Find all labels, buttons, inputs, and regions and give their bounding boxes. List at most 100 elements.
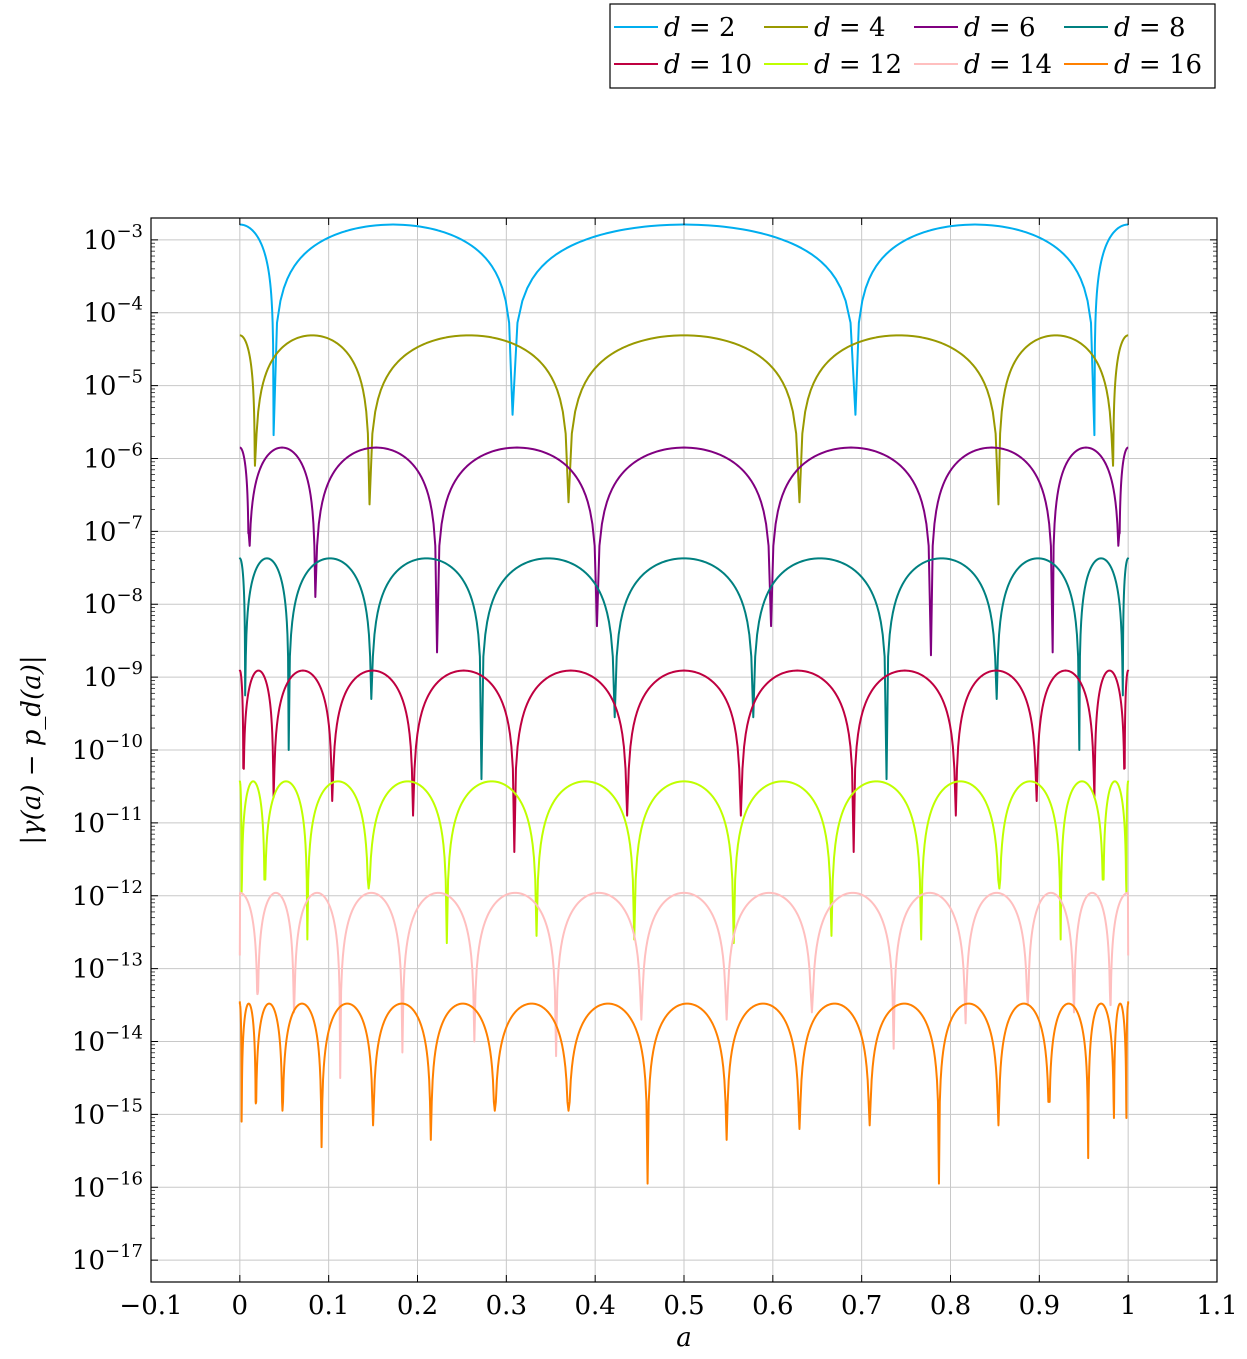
y-tick-label: 10−5 [83, 367, 143, 402]
y-axis-ticks: 10−310−410−510−610−710−810−910−1010−1110… [72, 221, 1217, 1276]
y-tick-exponent: −4 [116, 294, 143, 315]
y-tick-label: 10−16 [72, 1168, 143, 1203]
y-tick-base: 10 [83, 226, 116, 256]
legend-equals: = [681, 13, 719, 43]
y-tick-base: 10 [83, 444, 116, 474]
y-tick-exponent: −5 [116, 367, 143, 388]
legend-var: d [964, 50, 981, 80]
legend-label-d16: d = 16 [1114, 50, 1202, 80]
x-axis-label: a [676, 1323, 692, 1353]
y-tick-base: 10 [72, 1100, 105, 1130]
legend-value: 2 [719, 13, 736, 43]
y-tick-base: 10 [72, 955, 105, 985]
x-tick-label: 1 [1120, 1291, 1137, 1321]
y-tick-label: 10−13 [72, 950, 143, 985]
legend-label-d14: d = 14 [964, 50, 1052, 80]
y-tick-base: 10 [72, 882, 105, 912]
y-tick-label: 10−15 [72, 1095, 143, 1130]
legend-value: 4 [869, 13, 886, 43]
legend-var: d [1114, 50, 1131, 80]
y-tick-exponent: −17 [105, 1241, 143, 1262]
series-line-d10 [238, 669, 1130, 854]
y-tick-base: 10 [72, 1173, 105, 1203]
y-tick-label: 10−9 [83, 658, 143, 693]
x-tick-label: −0.1 [119, 1291, 182, 1321]
legend-label-d8: d = 8 [1114, 13, 1186, 43]
y-tick-exponent: −11 [105, 804, 143, 825]
y-tick-label: 10−8 [83, 585, 143, 620]
series-line-d12 [238, 780, 1130, 945]
legend-equals: = [1131, 50, 1169, 80]
y-tick-label: 10−6 [83, 439, 143, 474]
series-line-d16 [238, 1001, 1130, 1185]
minor-ticks [151, 242, 1217, 1239]
x-tick-label: 0.6 [752, 1291, 793, 1321]
legend-var: d [814, 50, 831, 80]
y-tick-exponent: −14 [105, 1023, 143, 1044]
legend-value: 10 [719, 50, 752, 80]
y-tick-label: 10−3 [83, 221, 143, 256]
y-tick-exponent: −15 [105, 1095, 143, 1116]
y-tick-base: 10 [83, 663, 116, 693]
x-tick-label: 0.3 [486, 1291, 527, 1321]
legend-var: d [964, 13, 981, 43]
y-tick-exponent: −3 [116, 221, 143, 242]
y-tick-label: 10−17 [72, 1241, 143, 1276]
legend-equals: = [831, 13, 869, 43]
y-tick-exponent: −8 [116, 585, 143, 606]
x-tick-label: 0.2 [397, 1291, 438, 1321]
legend-var: d [664, 13, 681, 43]
legend-equals: = [1131, 13, 1169, 43]
y-tick-label: 10−4 [83, 294, 143, 329]
y-tick-label: 10−10 [72, 731, 143, 766]
y-tick-base: 10 [83, 299, 116, 329]
legend-label-d6: d = 6 [964, 13, 1036, 43]
y-axis-label: |γ(a) − p_d(a)| [17, 655, 47, 844]
legend-label-d10: d = 10 [664, 50, 752, 80]
y-tick-exponent: −13 [105, 950, 143, 971]
legend-value: 12 [869, 50, 902, 80]
y-tick-exponent: −16 [105, 1168, 143, 1189]
legend-label-d2: d = 2 [664, 13, 736, 43]
y-tick-label: 10−7 [83, 512, 143, 547]
y-tick-base: 10 [83, 517, 116, 547]
y-tick-base: 10 [72, 1246, 105, 1276]
y-tick-exponent: −7 [116, 512, 143, 533]
legend-value: 8 [1169, 13, 1186, 43]
y-tick-label: 10−14 [72, 1023, 143, 1058]
x-tick-label: 0.5 [663, 1291, 704, 1321]
y-tick-base: 10 [83, 372, 116, 402]
legend-value: 14 [1019, 50, 1052, 80]
legend-var: d [814, 13, 831, 43]
legend-label-d4: d = 4 [814, 13, 886, 43]
x-tick-label: 0 [232, 1291, 249, 1321]
legend-equals: = [681, 50, 719, 80]
y-tick-base: 10 [72, 809, 105, 839]
legend-equals: = [981, 13, 1019, 43]
x-tick-label: 0.4 [574, 1291, 615, 1321]
legend-equals: = [831, 50, 869, 80]
y-tick-base: 10 [72, 1028, 105, 1058]
series-line-d4 [239, 334, 1129, 506]
legend-value: 16 [1169, 50, 1202, 80]
series-line-d14 [238, 891, 1130, 1079]
x-tick-label: 0.9 [1019, 1291, 1060, 1321]
x-tick-label: 0.7 [841, 1291, 882, 1321]
legend-value: 6 [1019, 13, 1036, 43]
legend-label-d12: d = 12 [814, 50, 902, 80]
series-curves [238, 223, 1130, 1185]
y-tick-exponent: −6 [116, 439, 143, 460]
y-tick-label: 10−11 [72, 804, 143, 839]
y-tick-label: 10−12 [72, 877, 143, 912]
y-tick-base: 10 [72, 736, 105, 766]
y-tick-base: 10 [83, 590, 116, 620]
legend-var: d [1114, 13, 1131, 43]
y-tick-exponent: −10 [105, 731, 143, 752]
y-tick-exponent: −12 [105, 877, 143, 898]
x-tick-label: 0.8 [930, 1291, 971, 1321]
legend-var: d [664, 50, 681, 80]
legend-equals: = [981, 50, 1019, 80]
